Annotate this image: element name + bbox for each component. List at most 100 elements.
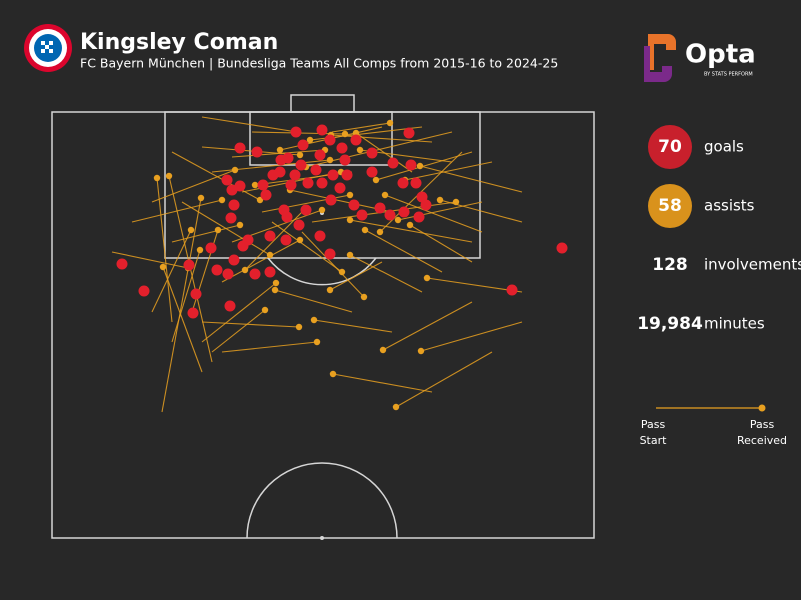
- assist-dot: [406, 221, 414, 229]
- assist-dot: [159, 263, 167, 271]
- goal-dot: [410, 177, 422, 189]
- assist-dot: [346, 191, 354, 199]
- assist-dot: [376, 228, 384, 236]
- assist-dot: [416, 162, 424, 170]
- assist-dot: [153, 174, 161, 182]
- pass-line: [409, 224, 473, 263]
- assist-dot: [251, 181, 259, 189]
- goal-dot: [316, 124, 328, 136]
- pass-line: [171, 151, 261, 201]
- assist-dot: [231, 166, 239, 174]
- assist-dot: [306, 136, 314, 144]
- goal-dot: [224, 300, 236, 312]
- pass-line: [201, 282, 277, 343]
- assist-dot: [241, 266, 249, 274]
- goal-dot: [356, 209, 368, 221]
- pass-line: [404, 161, 493, 181]
- pass-line: [151, 169, 236, 203]
- goal-dot: [228, 254, 240, 266]
- goal-dot: [226, 184, 238, 196]
- goal-dot: [205, 242, 217, 254]
- pass-line: [201, 116, 298, 133]
- stat-label: minutes: [704, 315, 765, 333]
- goal-dot: [183, 259, 195, 271]
- pass-line: [171, 249, 201, 343]
- assist-dot: [346, 251, 354, 259]
- legend-end: Pass: [750, 418, 775, 431]
- goal-dot: [506, 284, 518, 296]
- assist-dot: [392, 403, 400, 411]
- assist-dot: [341, 130, 349, 138]
- stat-badge: [648, 125, 692, 169]
- goal-dot: [221, 174, 233, 186]
- assist-dot: [165, 172, 173, 180]
- assist-dot: [417, 347, 425, 355]
- assist-dot: [295, 323, 303, 331]
- assist-dot: [296, 151, 304, 159]
- assist-dot: [318, 206, 326, 214]
- goal-dot: [324, 248, 336, 260]
- pass-line: [231, 149, 326, 158]
- stat-value: 58: [658, 196, 682, 216]
- assist-dot: [218, 196, 226, 204]
- goal-dot: [334, 182, 346, 194]
- title: Kingsley Coman: [80, 30, 278, 55]
- legend-start: Start: [640, 434, 668, 447]
- assist-dot: [266, 251, 274, 259]
- pass-line: [201, 321, 300, 328]
- goal-dot: [290, 126, 302, 138]
- goal-dot: [403, 127, 415, 139]
- pass-line: [332, 373, 433, 393]
- pass-line: [211, 159, 331, 173]
- pass-line: [221, 341, 318, 353]
- goal-dot: [190, 288, 202, 300]
- assist-dot: [423, 274, 431, 282]
- goal-dot: [267, 169, 279, 181]
- goal-dot: [327, 169, 339, 181]
- stat-value: 70: [658, 137, 682, 157]
- pass-line: [349, 219, 473, 243]
- goal-dot: [350, 134, 362, 146]
- goal-dot: [336, 142, 348, 154]
- goal-dot: [420, 199, 432, 211]
- pass-line: [156, 177, 173, 323]
- pass-line: [349, 254, 423, 293]
- assist-dot: [214, 226, 222, 234]
- legend-start: Pass: [641, 418, 666, 431]
- pass-line: [274, 289, 353, 313]
- goal-dot: [324, 134, 336, 146]
- pass-line: [162, 266, 203, 373]
- goal-dot: [257, 179, 269, 191]
- goal-dot: [237, 240, 249, 252]
- assist-dot: [452, 198, 460, 206]
- pass-line: [419, 165, 523, 193]
- brand-logo: [644, 34, 676, 82]
- stat-value: 19,984: [637, 314, 703, 334]
- goal-dot: [289, 169, 301, 181]
- goal-dot: [264, 266, 276, 278]
- goal-dot: [138, 285, 150, 297]
- assist-dot: [326, 286, 334, 294]
- goal-dot: [116, 258, 128, 270]
- pass-line: [313, 319, 393, 333]
- goal-dot: [264, 230, 276, 242]
- brand-sub: BY STATS PERFORM: [704, 72, 753, 78]
- goal-dot: [314, 230, 326, 242]
- goal-dot: [413, 211, 425, 223]
- assist-dot: [372, 176, 380, 184]
- goal-dot: [225, 212, 237, 224]
- goal-dot: [341, 169, 353, 181]
- goal-dot: [234, 142, 246, 154]
- goal-dot: [260, 189, 272, 201]
- assist-dot: [197, 194, 205, 202]
- assist-dot: [271, 286, 279, 294]
- pass-line: [397, 201, 483, 221]
- stat-label: goals: [704, 138, 744, 156]
- assist-dot: [346, 216, 354, 224]
- goal-dot: [366, 166, 378, 178]
- goal-dot: [387, 157, 399, 169]
- assist-dot: [386, 119, 394, 127]
- goal-dot: [310, 164, 322, 176]
- brand: Opta: [685, 40, 756, 70]
